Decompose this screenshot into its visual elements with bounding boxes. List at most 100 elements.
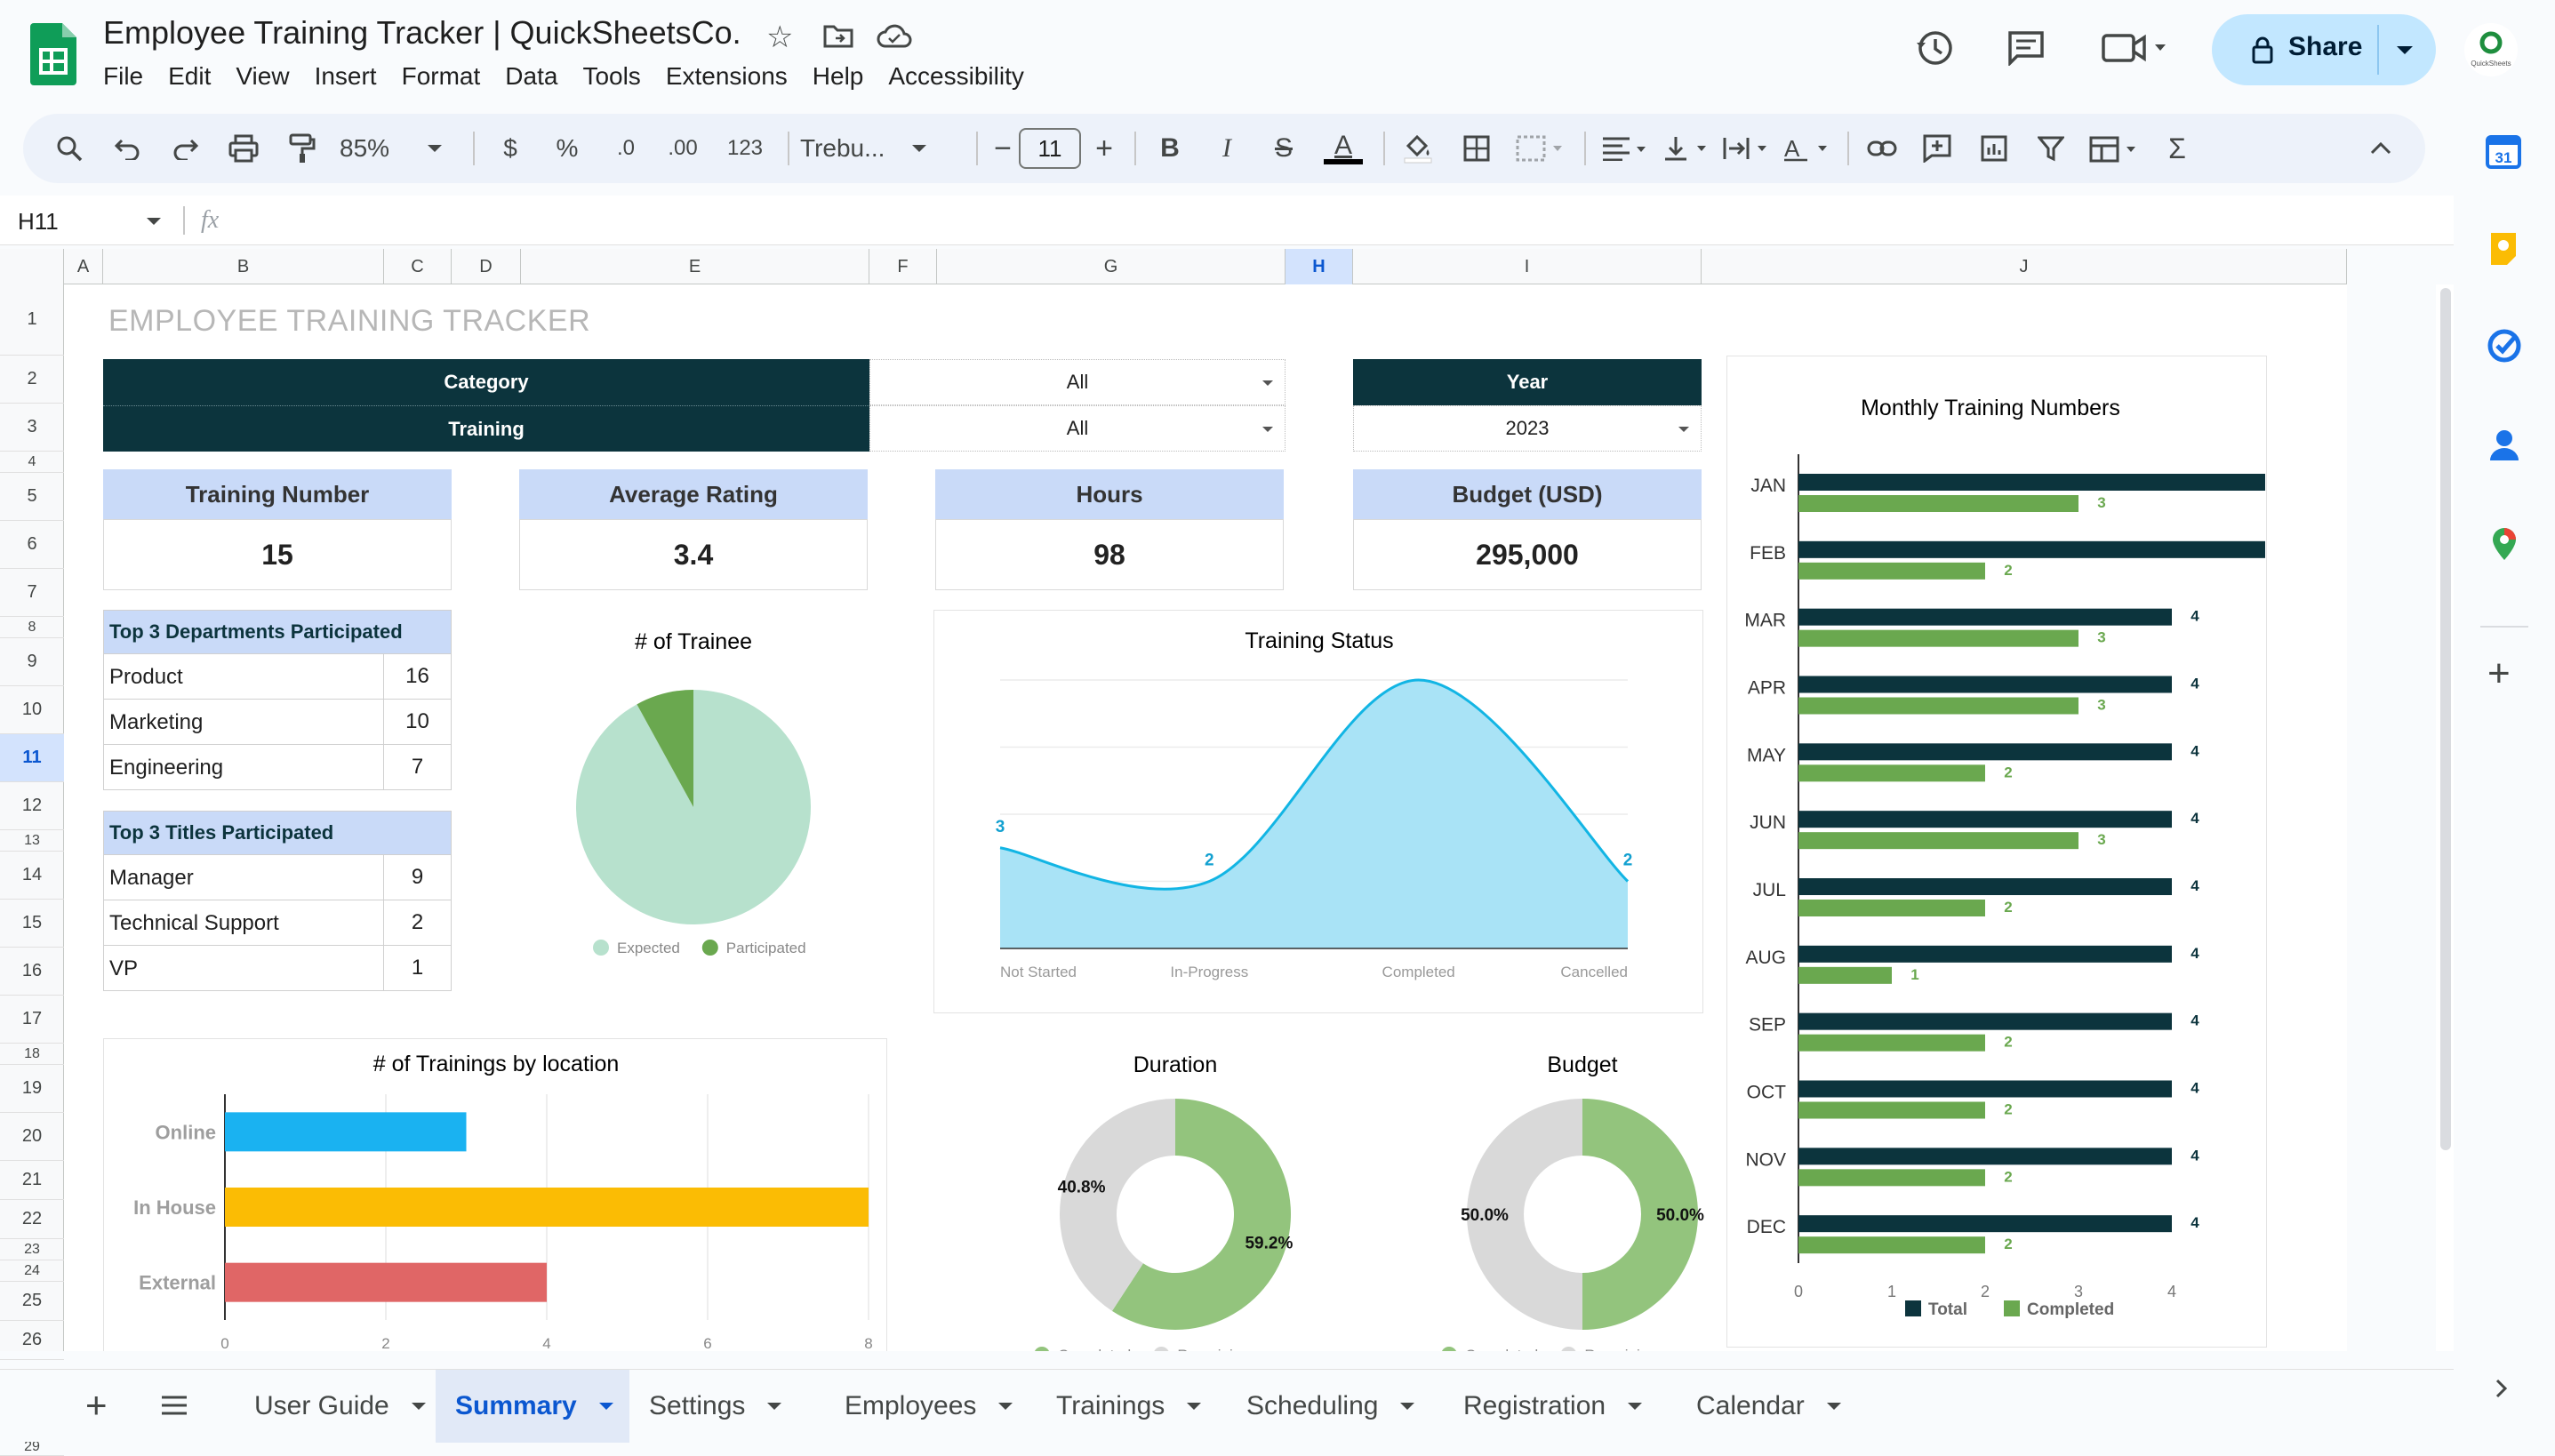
meet-video-icon[interactable] [2102,32,2166,68]
font-size-decrease-button[interactable]: − [994,131,1012,165]
row-header[interactable]: 13 [0,830,64,852]
monthly-training-chart[interactable]: Monthly Training Numbers 0 1 2 3 4 JAN 3 FEB 2 MAR… [1726,356,2267,1348]
filter-icon[interactable] [2029,114,2073,183]
text-rotation-icon[interactable]: A [1778,114,1837,183]
paint-format-icon[interactable] [283,114,322,183]
menu-file[interactable]: File [103,62,144,90]
collapse-toolbar-icon[interactable] [2361,114,2400,183]
vertical-scrollbar[interactable] [2436,284,2454,1351]
column-header[interactable]: G [937,249,1286,284]
row-header[interactable]: 1 [0,284,64,356]
row-header[interactable]: 22 [0,1200,64,1239]
cloud-saved-icon[interactable] [877,23,912,52]
share-button[interactable]: Share [2212,14,2436,85]
column-header[interactable]: F [869,249,937,284]
tab-trainings[interactable]: Trainings [1037,1370,1227,1443]
menu-tools[interactable]: Tools [582,62,641,90]
name-box[interactable]: H11 [0,196,174,245]
menu-help[interactable]: Help [812,62,864,90]
tab-summary[interactable]: Summary [436,1370,629,1443]
increase-decimal-button[interactable]: .00 [658,114,708,183]
maps-icon[interactable] [2491,526,2518,566]
tab-menu-chevron-icon[interactable] [997,1402,1013,1411]
vertical-align-icon[interactable] [1657,114,1716,183]
insert-comment-icon[interactable] [1915,114,1959,183]
all-sheets-icon[interactable] [160,1395,188,1420]
get-addons-icon[interactable]: + [2487,652,2511,695]
bold-button[interactable]: B [1160,133,1180,163]
menu-accessibility[interactable]: Accessibility [888,62,1024,90]
row-header[interactable]: 6 [0,521,64,569]
text-color-button[interactable]: A [1321,114,1366,183]
tasks-icon[interactable] [2487,329,2521,367]
column-header[interactable]: D [452,249,521,284]
menu-view[interactable]: View [236,62,290,90]
budget-donut-chart[interactable]: Budget 50.0% 50.0% Completed Remaining [1408,1038,1757,1351]
row-header[interactable]: 14 [0,852,64,900]
row-header[interactable]: 9 [0,638,64,686]
row-header[interactable]: 10 [0,686,64,734]
column-header[interactable]: I [1353,249,1702,284]
decrease-decimal-button[interactable]: .0 [601,114,651,183]
calendar-icon[interactable]: 31 [2486,133,2521,173]
column-header[interactable]: E [521,249,869,284]
strikethrough-button[interactable]: S [1274,133,1293,163]
filter-views-icon[interactable] [2084,114,2146,183]
row-header[interactable]: 12 [0,782,64,830]
insert-link-icon[interactable] [1860,114,1904,183]
row-header[interactable]: 7 [0,569,64,617]
text-wrapping-icon[interactable] [1718,114,1776,183]
row-header[interactable]: 16 [0,948,64,996]
tab-registration[interactable]: Registration [1444,1370,1677,1443]
row-header[interactable]: 3 [0,404,64,452]
row-header[interactable]: 19 [0,1065,64,1113]
column-header[interactable]: A [64,249,103,284]
search-menus-icon[interactable] [50,114,89,183]
document-title[interactable]: Employee Training Tracker | QuickSheetsC… [103,14,741,51]
row-header[interactable]: 15 [0,900,64,948]
insert-chart-icon[interactable] [1972,114,2016,183]
zoom-select[interactable]: 85% [340,114,464,183]
vertical-scrollbar-thumb[interactable] [2440,288,2451,1150]
column-header[interactable]: J [1702,249,2347,284]
tab-scheduling[interactable]: Scheduling [1227,1370,1444,1443]
sheets-logo-icon[interactable] [30,23,76,85]
format-percent-button[interactable]: % [556,134,579,162]
menu-data[interactable]: Data [505,62,558,90]
tab-menu-chevron-icon[interactable] [1627,1402,1643,1411]
print-icon[interactable] [224,114,263,183]
expand-side-panel-icon[interactable] [2495,1378,2509,1404]
row-header[interactable]: 5 [0,473,64,521]
contacts-icon[interactable] [2489,428,2519,467]
select-all-corner[interactable] [0,249,64,284]
tab-menu-chevron-icon[interactable] [1186,1402,1202,1411]
tab-menu-chevron-icon[interactable] [1399,1402,1415,1411]
keep-icon[interactable] [2487,231,2519,271]
tab-employees[interactable]: Employees [825,1370,1037,1443]
row-header[interactable]: 20 [0,1113,64,1161]
undo-icon[interactable] [108,114,148,183]
duration-donut-chart[interactable]: Duration 59.2% 40.8% Completed Remaining [1001,1038,1350,1351]
column-header-selected[interactable]: H [1286,249,1353,284]
row-header[interactable]: 2 [0,356,64,404]
share-dropdown-icon[interactable] [2395,44,2415,55]
account-avatar[interactable]: QuickSheets [2464,23,2518,76]
menu-extensions[interactable]: Extensions [665,62,788,90]
format-currency-button[interactable]: $ [503,134,517,162]
trainee-pie-chart[interactable]: # of Trainee Expected Participated [519,610,868,971]
column-header[interactable]: C [384,249,452,284]
menu-edit[interactable]: Edit [168,62,212,90]
row-header[interactable]: 8 [0,617,64,638]
category-filter-dropdown[interactable]: All [869,359,1286,405]
font-size-input[interactable]: 11 [1019,114,1081,183]
tab-user-guide[interactable]: User Guide [235,1370,436,1443]
redo-icon[interactable] [165,114,204,183]
horizontal-align-icon[interactable] [1597,114,1655,183]
menu-insert[interactable]: Insert [314,62,377,90]
column-header[interactable]: B [103,249,384,284]
font-size-increase-button[interactable]: + [1095,131,1113,165]
year-filter-dropdown[interactable]: 2023 [1353,405,1702,452]
row-header[interactable]: 21 [0,1161,64,1200]
borders-icon[interactable] [1454,114,1499,183]
row-header[interactable]: 4 [0,452,64,473]
